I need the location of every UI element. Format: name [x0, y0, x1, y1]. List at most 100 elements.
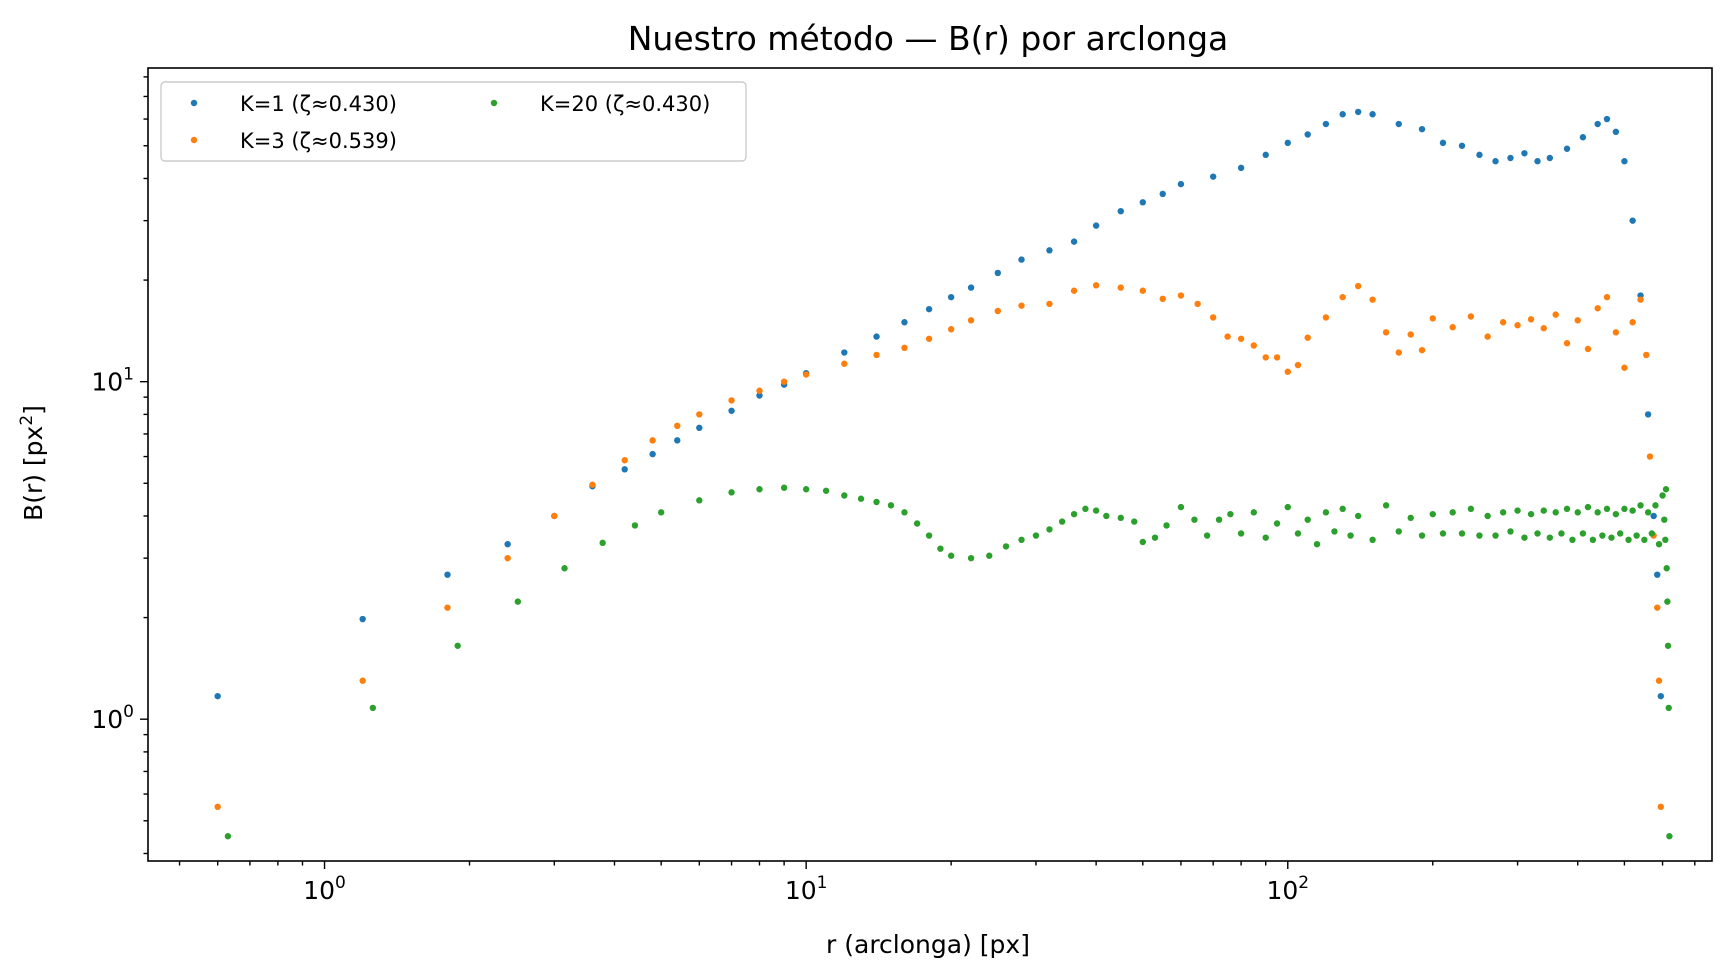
data-point-k3: [674, 422, 681, 430]
data-point-k20: [857, 495, 865, 502]
data-point-k1: [728, 407, 735, 414]
data-point-k20: [1584, 503, 1592, 511]
data-point-k20: [1458, 530, 1466, 537]
data-point-k1: [967, 284, 975, 291]
data-point-k3: [621, 457, 628, 464]
data-point-k1: [1629, 217, 1636, 224]
legend: K=1 (ζ≈0.430) K=3 (ζ≈0.539) K=20 (ζ≈0.43…: [160, 81, 747, 162]
data-point-k20: [1046, 526, 1053, 533]
data-point-k3: [1655, 677, 1663, 684]
x-axis-label: r (arclonga) [px]: [826, 930, 1030, 959]
data-point-k1: [1339, 111, 1346, 118]
data-point-k20: [913, 520, 921, 527]
data-point-k1: [674, 437, 681, 444]
data-point-k20: [1304, 516, 1311, 523]
data-point-k1: [1492, 158, 1499, 165]
data-point-k3: [1563, 340, 1571, 347]
data-point-k3: [1646, 453, 1654, 460]
data-point-k20: [1594, 509, 1601, 516]
data-point-k20: [1294, 530, 1302, 537]
data-point-k3: [947, 326, 955, 333]
data-point-k20: [1644, 509, 1652, 516]
data-point-k1: [1546, 154, 1554, 162]
data-point-k20: [1131, 518, 1138, 525]
data-point-k3: [1467, 313, 1475, 320]
data-point-k3: [1117, 284, 1124, 291]
data-point-k20: [887, 502, 895, 509]
data-point-k3: [1209, 314, 1217, 321]
data-point-k3: [1092, 282, 1100, 289]
data-point-k3: [1339, 293, 1346, 301]
data-point-k1: [1177, 180, 1185, 188]
data-point-k20: [1621, 505, 1628, 513]
data-point-k20: [1569, 536, 1576, 543]
data-point-k3: [1262, 354, 1269, 361]
data-point-k3: [1407, 331, 1414, 338]
data-point-k3: [1552, 311, 1559, 318]
data-point-k20: [1637, 502, 1644, 509]
data-point-k20: [802, 486, 810, 493]
data-point-k1: [1354, 108, 1362, 116]
data-point-k20: [1603, 505, 1611, 513]
data-point-k1: [756, 392, 763, 399]
data-point-k1: [1439, 139, 1447, 147]
data-point-k3: [1224, 333, 1231, 340]
x-tick-label: 100: [303, 873, 346, 905]
data-point-k1: [994, 269, 1002, 277]
data-point-k20: [1546, 534, 1554, 541]
data-point-k3: [1584, 345, 1592, 353]
data-point-k20: [1313, 540, 1321, 548]
data-point-k3: [780, 378, 788, 385]
y-tick-label: 100: [91, 702, 134, 734]
data-point-k1: [504, 540, 511, 548]
data-point-k20: [925, 532, 933, 539]
data-point-k20: [631, 522, 639, 529]
data-point-k1: [1262, 151, 1269, 159]
data-point-k20: [1608, 534, 1615, 541]
data-point-k20: [599, 539, 606, 547]
data-point-k3: [1418, 346, 1426, 354]
y-axis-label-main: B(r) [px: [19, 426, 48, 521]
plot-frame: [147, 67, 1713, 862]
data-point-k3: [1284, 368, 1291, 375]
data-point-k20: [1117, 514, 1124, 522]
data-point-k3: [873, 351, 880, 359]
data-point-k3: [1369, 296, 1376, 303]
data-point-k1: [1650, 512, 1657, 520]
data-point-k20: [1652, 502, 1659, 509]
legend-marker-k3: [190, 136, 198, 144]
series-k3: [214, 282, 1665, 810]
data-point-k1: [1521, 150, 1528, 157]
data-point-k1: [925, 305, 933, 313]
data-point-k20: [1163, 522, 1170, 529]
data-point-k3: [994, 307, 1002, 315]
data-point-k1: [901, 319, 908, 326]
data-point-k1: [1621, 158, 1628, 165]
data-point-k3: [1354, 282, 1362, 290]
y-tick-label-exp: 1: [123, 365, 134, 385]
data-point-k1: [649, 450, 656, 458]
x-tick-label-exp: 1: [817, 873, 828, 893]
data-point-k20: [1203, 532, 1211, 539]
data-point-k20: [1151, 534, 1159, 541]
data-point-k20: [947, 552, 955, 559]
data-point-k3: [1177, 292, 1185, 299]
data-point-k3: [551, 512, 558, 520]
data-point-k20: [728, 489, 735, 496]
data-point-k20: [1616, 530, 1624, 537]
data-point-k20: [1439, 530, 1447, 537]
data-point-k1: [1603, 115, 1611, 123]
x-tick-label: 102: [1266, 873, 1309, 905]
data-point-k1: [1644, 411, 1652, 418]
x-tick-label-base: 10: [303, 876, 335, 905]
data-point-k3: [728, 397, 735, 404]
legend-label-k1: K=1 (ζ≈0.430): [240, 92, 397, 116]
data-point-k1: [1563, 145, 1571, 152]
x-tick-label-base: 10: [785, 876, 817, 905]
data-point-k20: [937, 545, 944, 552]
plot-area: [214, 108, 1673, 840]
data-point-k20: [822, 487, 830, 494]
data-point-k20: [1655, 540, 1663, 548]
